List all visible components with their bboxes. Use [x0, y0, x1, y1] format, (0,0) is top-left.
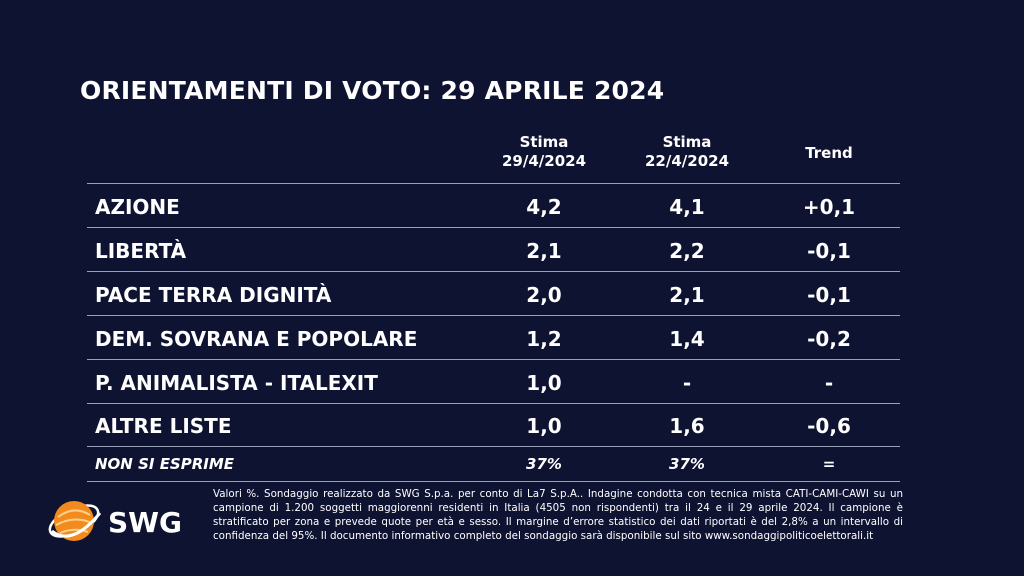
column-header-current: Stima 29/4/2024 — [464, 133, 624, 171]
trend-value: -0,6 — [807, 414, 851, 438]
table-rule — [87, 481, 900, 482]
swg-globe-icon: SWG — [48, 501, 182, 541]
table-row: P. ANIMALISTA - ITALEXIT 1,0 - - — [0, 361, 1024, 405]
party-label: LIBERTÀ — [95, 239, 187, 263]
table-rule — [87, 403, 900, 404]
table-row: ALTRE LISTE 1,0 1,6 -0,6 — [0, 404, 1024, 448]
previous-value: 2,2 — [669, 239, 705, 263]
table-rule — [87, 315, 900, 316]
table-row: DEM. SOVRANA E POPOLARE 1,2 1,4 -0,2 — [0, 317, 1024, 361]
abstain-previous-value: 37% — [669, 455, 705, 473]
table-row: PACE TERRA DIGNITÀ 2,0 2,1 -0,1 — [0, 273, 1024, 317]
current-value: 4,2 — [526, 195, 562, 219]
previous-value: - — [682, 371, 692, 395]
column-header-current-line1: Stima — [519, 133, 569, 151]
table-rule — [87, 271, 900, 272]
abstain-current-value: 37% — [526, 455, 562, 473]
methodology-note: Valori %. Sondaggio realizzato da SWG S.… — [213, 488, 903, 542]
abstain-label: NON SI ESPRIME — [95, 455, 235, 473]
party-label: AZIONE — [95, 195, 180, 219]
column-header-previous-line1: Stima — [662, 133, 712, 151]
page-title: ORIENTAMENTI DI VOTO: 29 APRILE 2024 — [80, 76, 665, 105]
previous-value: 2,1 — [669, 283, 705, 307]
column-header-previous-line2: 22/4/2024 — [644, 152, 730, 170]
column-header-current-line2: 29/4/2024 — [501, 152, 587, 170]
table-rule — [87, 446, 900, 447]
current-value: 1,0 — [526, 414, 562, 438]
table-rule — [87, 359, 900, 360]
current-value: 1,2 — [526, 327, 562, 351]
table-row: LIBERTÀ 2,1 2,2 -0,1 — [0, 229, 1024, 273]
table-row-abstain: NON SI ESPRIME 37% 37% = — [0, 446, 1024, 490]
previous-value: 1,4 — [669, 327, 705, 351]
trend-value: -0,2 — [807, 327, 851, 351]
table-rule — [87, 227, 900, 228]
party-label: P. ANIMALISTA - ITALEXIT — [95, 371, 378, 395]
swg-logo: SWG — [44, 487, 204, 557]
column-header-previous: Stima 22/4/2024 — [607, 133, 767, 171]
column-header-trend-line1: Trend — [805, 144, 853, 162]
party-label: DEM. SOVRANA E POPOLARE — [95, 327, 418, 351]
table-row: AZIONE 4,2 4,1 +0,1 — [0, 185, 1024, 229]
trend-value: -0,1 — [807, 283, 851, 307]
previous-value: 4,1 — [669, 195, 705, 219]
trend-value: - — [824, 371, 834, 395]
party-label: ALTRE LISTE — [95, 414, 232, 438]
current-value: 1,0 — [526, 371, 562, 395]
current-value: 2,1 — [526, 239, 562, 263]
logo-text: SWG — [108, 506, 182, 539]
trend-value: +0,1 — [802, 195, 856, 219]
previous-value: 1,6 — [669, 414, 705, 438]
current-value: 2,0 — [526, 283, 562, 307]
abstain-trend-value: = — [822, 455, 836, 473]
party-label: PACE TERRA DIGNITÀ — [95, 283, 332, 307]
table-rule — [87, 183, 900, 184]
column-header-trend: Trend — [749, 144, 909, 163]
trend-value: -0,1 — [807, 239, 851, 263]
